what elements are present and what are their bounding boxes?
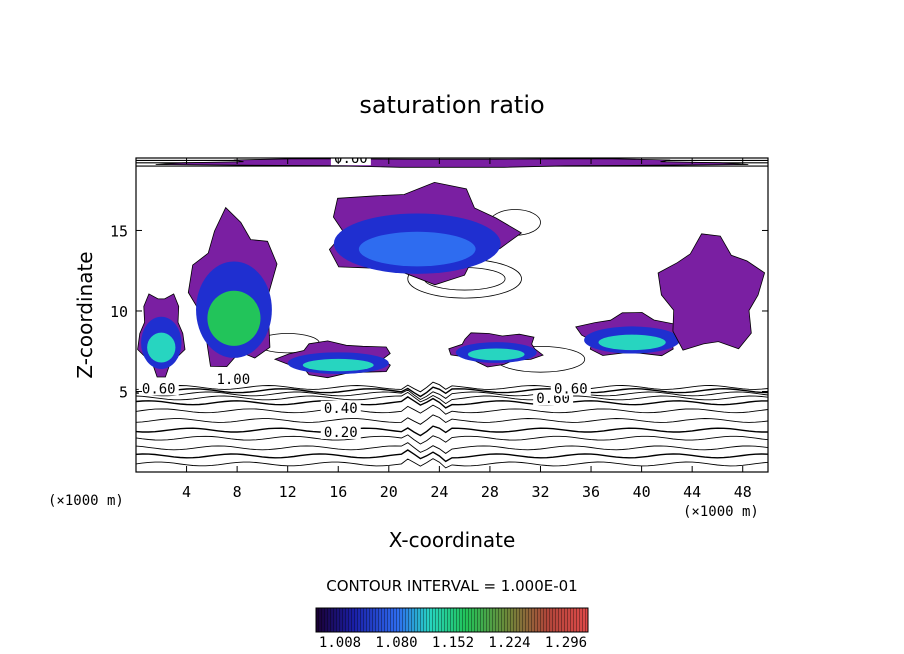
y-tick-label: 15 xyxy=(110,222,128,240)
x-unit-label: (×1000 m) xyxy=(683,504,759,520)
contour-line xyxy=(136,391,768,405)
contour-line xyxy=(136,381,768,393)
y-tick-label: 10 xyxy=(110,303,128,321)
colorbar-tick-label: 1.152 xyxy=(432,635,474,651)
region-peak xyxy=(358,231,476,267)
x-tick-label: 4 xyxy=(182,483,191,501)
plot-area: 0.200.400.600.600.601.000.60 xyxy=(136,151,768,469)
colorbar xyxy=(315,607,589,633)
contour-line xyxy=(136,425,768,437)
contour-labels: 0.200.400.600.600.601.000.60 xyxy=(138,151,591,441)
contour-label-bg xyxy=(138,381,179,396)
contour-line xyxy=(136,442,768,454)
colorbar-tick-label: 1.296 xyxy=(545,635,587,651)
colorbar-tick-label: 1.224 xyxy=(488,635,530,651)
supersaturated-region xyxy=(657,233,766,351)
x-tick-label: 16 xyxy=(329,483,347,501)
x-tick-label: 28 xyxy=(481,483,499,501)
contour-label-bg xyxy=(320,424,361,439)
x-tick-label: 32 xyxy=(531,483,549,501)
region-peak xyxy=(207,290,261,346)
colorbar-tick-label: 1.080 xyxy=(375,635,417,651)
region-peak xyxy=(467,348,525,361)
y-axis-ticks: 5 10 15 xyxy=(110,222,768,401)
x-tick-label: 44 xyxy=(683,483,701,501)
x-tick-label: 24 xyxy=(430,483,448,501)
x-tick-label: 40 xyxy=(633,483,651,501)
contour-line xyxy=(136,386,768,398)
y-axis-label: Z-coordinate xyxy=(73,251,97,378)
contour-line xyxy=(136,404,768,415)
contour-label: 0.20 xyxy=(324,425,358,441)
x-tick-label: 36 xyxy=(582,483,600,501)
contour-label-bg xyxy=(320,400,361,415)
region-peak xyxy=(598,334,666,351)
contour-label-bg xyxy=(330,158,371,166)
z-unit-label: (×1000 m) xyxy=(48,493,124,509)
x-tick-label: 48 xyxy=(734,483,752,501)
x-tick-label: 8 xyxy=(233,483,242,501)
contour-label-bg xyxy=(213,371,254,386)
contour-label-bg xyxy=(550,381,591,396)
x-axis-ticks: 4 8 12 16 20 24 28 32 36 40 44 48 xyxy=(182,158,752,501)
contour-line xyxy=(136,414,768,425)
contour-line xyxy=(136,434,768,445)
contour-line xyxy=(136,389,768,401)
contour-label: 1.00 xyxy=(216,372,250,388)
region-peak xyxy=(302,358,374,372)
contour-line xyxy=(136,449,768,463)
contour-interval-text: CONTOUR INTERVAL = 1.000E-01 xyxy=(326,577,577,595)
contour-line xyxy=(136,458,768,469)
y-tick-label: 5 xyxy=(119,383,128,401)
contour-line xyxy=(136,396,768,409)
supersaturated-region xyxy=(155,158,749,168)
chart-title: saturation ratio xyxy=(359,91,544,119)
region-peak xyxy=(147,332,176,363)
x-tick-label: 12 xyxy=(279,483,297,501)
contour-label: 0.60 xyxy=(554,381,588,397)
plot-frame xyxy=(135,157,769,473)
contour-label: 0.60 xyxy=(142,381,176,397)
contour-label: 0.40 xyxy=(324,401,358,417)
contour-label: 0.60 xyxy=(334,151,368,167)
x-tick-label: 20 xyxy=(380,483,398,501)
x-axis-label: X-coordinate xyxy=(389,528,516,552)
colorbar-ticks: 1.008 1.080 1.152 1.224 1.296 xyxy=(319,635,587,651)
colorbar-tick-label: 1.008 xyxy=(319,635,361,651)
supersaturation-fill xyxy=(137,158,766,379)
